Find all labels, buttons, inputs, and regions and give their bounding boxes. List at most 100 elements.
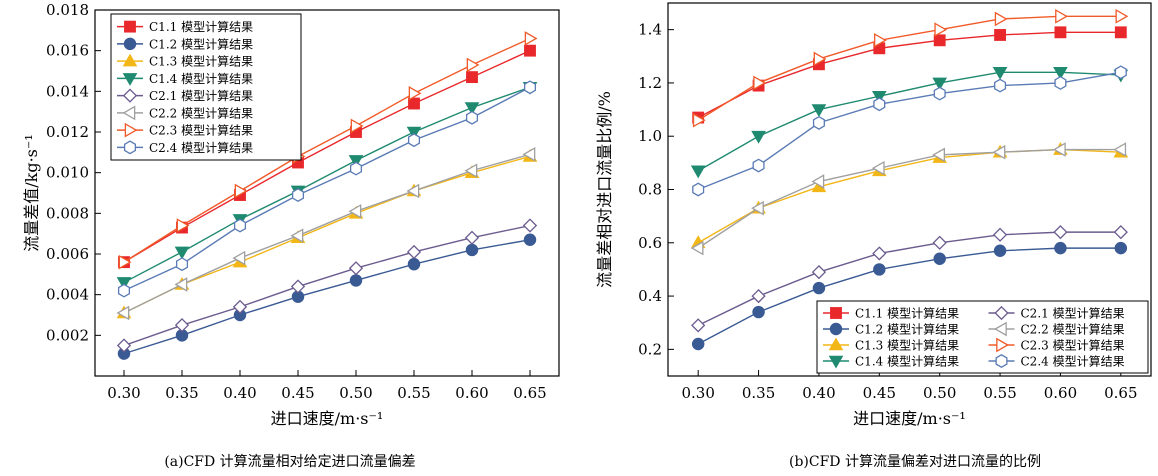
y-tick-label: 1.2 [638, 74, 662, 92]
series-line [123, 37, 531, 263]
data-point [523, 80, 537, 95]
data-point [1114, 65, 1127, 80]
legend-item: C1.1 模型计算结果 [117, 19, 253, 34]
y-tick-label: 0.008 [46, 204, 89, 222]
data-point [993, 244, 1007, 258]
x-tick-label: 0.30 [681, 384, 714, 402]
y-axis-label: 流量差值/kg·s⁻¹ [22, 134, 41, 252]
data-point [522, 218, 538, 233]
data-point [933, 86, 946, 101]
data-point [1054, 26, 1067, 39]
data-point [751, 288, 766, 304]
data-point [872, 246, 887, 261]
data-point [751, 200, 764, 216]
x-tick-label: 0.60 [1044, 384, 1077, 402]
x-tick-label: 0.45 [863, 384, 896, 402]
data-point [524, 44, 536, 57]
y-tick-label: 0.4 [638, 287, 662, 305]
data-point [933, 34, 946, 47]
x-tick-label: 0.40 [223, 384, 256, 402]
series-line [697, 148, 1121, 249]
data-point [812, 281, 826, 295]
legend-label: C1.2 模型计算结果 [149, 36, 253, 51]
data-point [465, 110, 479, 125]
x-tick-label: 0.65 [513, 384, 546, 402]
legend-label: C2.2 模型计算结果 [149, 105, 253, 120]
series-2 [691, 241, 1128, 351]
legend-label: C1.3 模型计算结果 [855, 338, 959, 353]
legend-item: C1.4 模型计算结果 [117, 71, 253, 86]
x-tick-label: 0.55 [397, 384, 430, 402]
series-line [123, 50, 531, 263]
data-point [406, 244, 422, 260]
data-point [348, 261, 364, 276]
data-point [290, 279, 306, 294]
data-point [174, 277, 188, 292]
series-line [697, 247, 1121, 345]
x-tick-label: 0.35 [165, 384, 198, 402]
data-point [934, 22, 948, 37]
y-tick-label: 1.4 [638, 21, 662, 39]
y-tick-label: 0.8 [638, 181, 662, 199]
series-7 [118, 31, 538, 270]
series-line [697, 71, 1121, 191]
data-point [232, 299, 248, 314]
data-point [1113, 142, 1127, 157]
data-point [522, 147, 536, 162]
legend-marker [828, 355, 844, 369]
data-point [232, 250, 246, 266]
series-2 [117, 233, 537, 360]
legend-marker [828, 337, 844, 351]
legend-marker [122, 73, 138, 86]
data-point [994, 11, 1008, 27]
x-tick-label: 0.35 [742, 384, 775, 402]
data-point [811, 174, 825, 189]
legend-item: C1.2 模型计算结果 [117, 36, 253, 51]
x-tick-label: 0.50 [339, 384, 372, 402]
x-tick-label: 0.65 [1104, 384, 1137, 402]
legend-marker [124, 20, 136, 33]
data-point [406, 183, 420, 199]
legend-label: C1.4 模型计算结果 [855, 354, 959, 369]
y-axis-label: 流量差相对进口流量比例/% [595, 91, 614, 288]
data-point [811, 264, 827, 280]
x-tick-label: 0.40 [802, 384, 835, 402]
legend-item: C2.3 模型计算结果 [988, 337, 1125, 353]
legend-marker [122, 105, 136, 121]
legend-label: C1.3 模型计算结果 [149, 54, 253, 69]
data-point [873, 97, 886, 112]
legend-label: C2.4 模型计算结果 [149, 140, 253, 155]
legend-item: C2.2 模型计算结果 [988, 322, 1125, 337]
data-point [349, 161, 363, 176]
data-point [933, 252, 946, 266]
data-point [406, 126, 422, 140]
y-tick-label: 0.014 [46, 82, 89, 100]
legend-marker [996, 337, 1010, 353]
figure-caption: (a)CFD 计算流量相对给定进口流量偏差 [164, 454, 415, 470]
data-point [871, 160, 885, 176]
legend-marker [995, 354, 1008, 368]
legend-box [816, 300, 1149, 374]
data-point [994, 78, 1007, 93]
data-point [811, 104, 827, 118]
chart-panel-a: 0.30 0.35 0.40 0.45 0.50 0.55 0.60 0.65 0.002 0.0… [22, 1, 560, 470]
data-point [1114, 26, 1127, 39]
series-4 [690, 66, 1129, 179]
data-point [871, 90, 887, 104]
y-tick-label: 0.2 [638, 340, 662, 358]
data-point [752, 158, 765, 173]
data-point [349, 274, 363, 287]
series-6 [690, 142, 1127, 256]
data-point [690, 165, 706, 179]
data-point [812, 115, 825, 130]
data-point [117, 283, 131, 298]
data-point [992, 144, 1006, 160]
chart-panel-b: 0.30 0.35 0.40 0.45 0.50 0.55 0.60 0.65 0.2 0.4 0.… [595, 2, 1152, 470]
data-point [291, 188, 305, 202]
data-point [813, 51, 827, 67]
data-point [348, 203, 362, 219]
data-point [234, 183, 248, 199]
legend-item: C1.3 模型计算结果 [117, 53, 253, 69]
legend-item: C2.3 模型计算结果 [117, 123, 253, 138]
legend-label: C1.1 模型计算结果 [855, 306, 959, 321]
